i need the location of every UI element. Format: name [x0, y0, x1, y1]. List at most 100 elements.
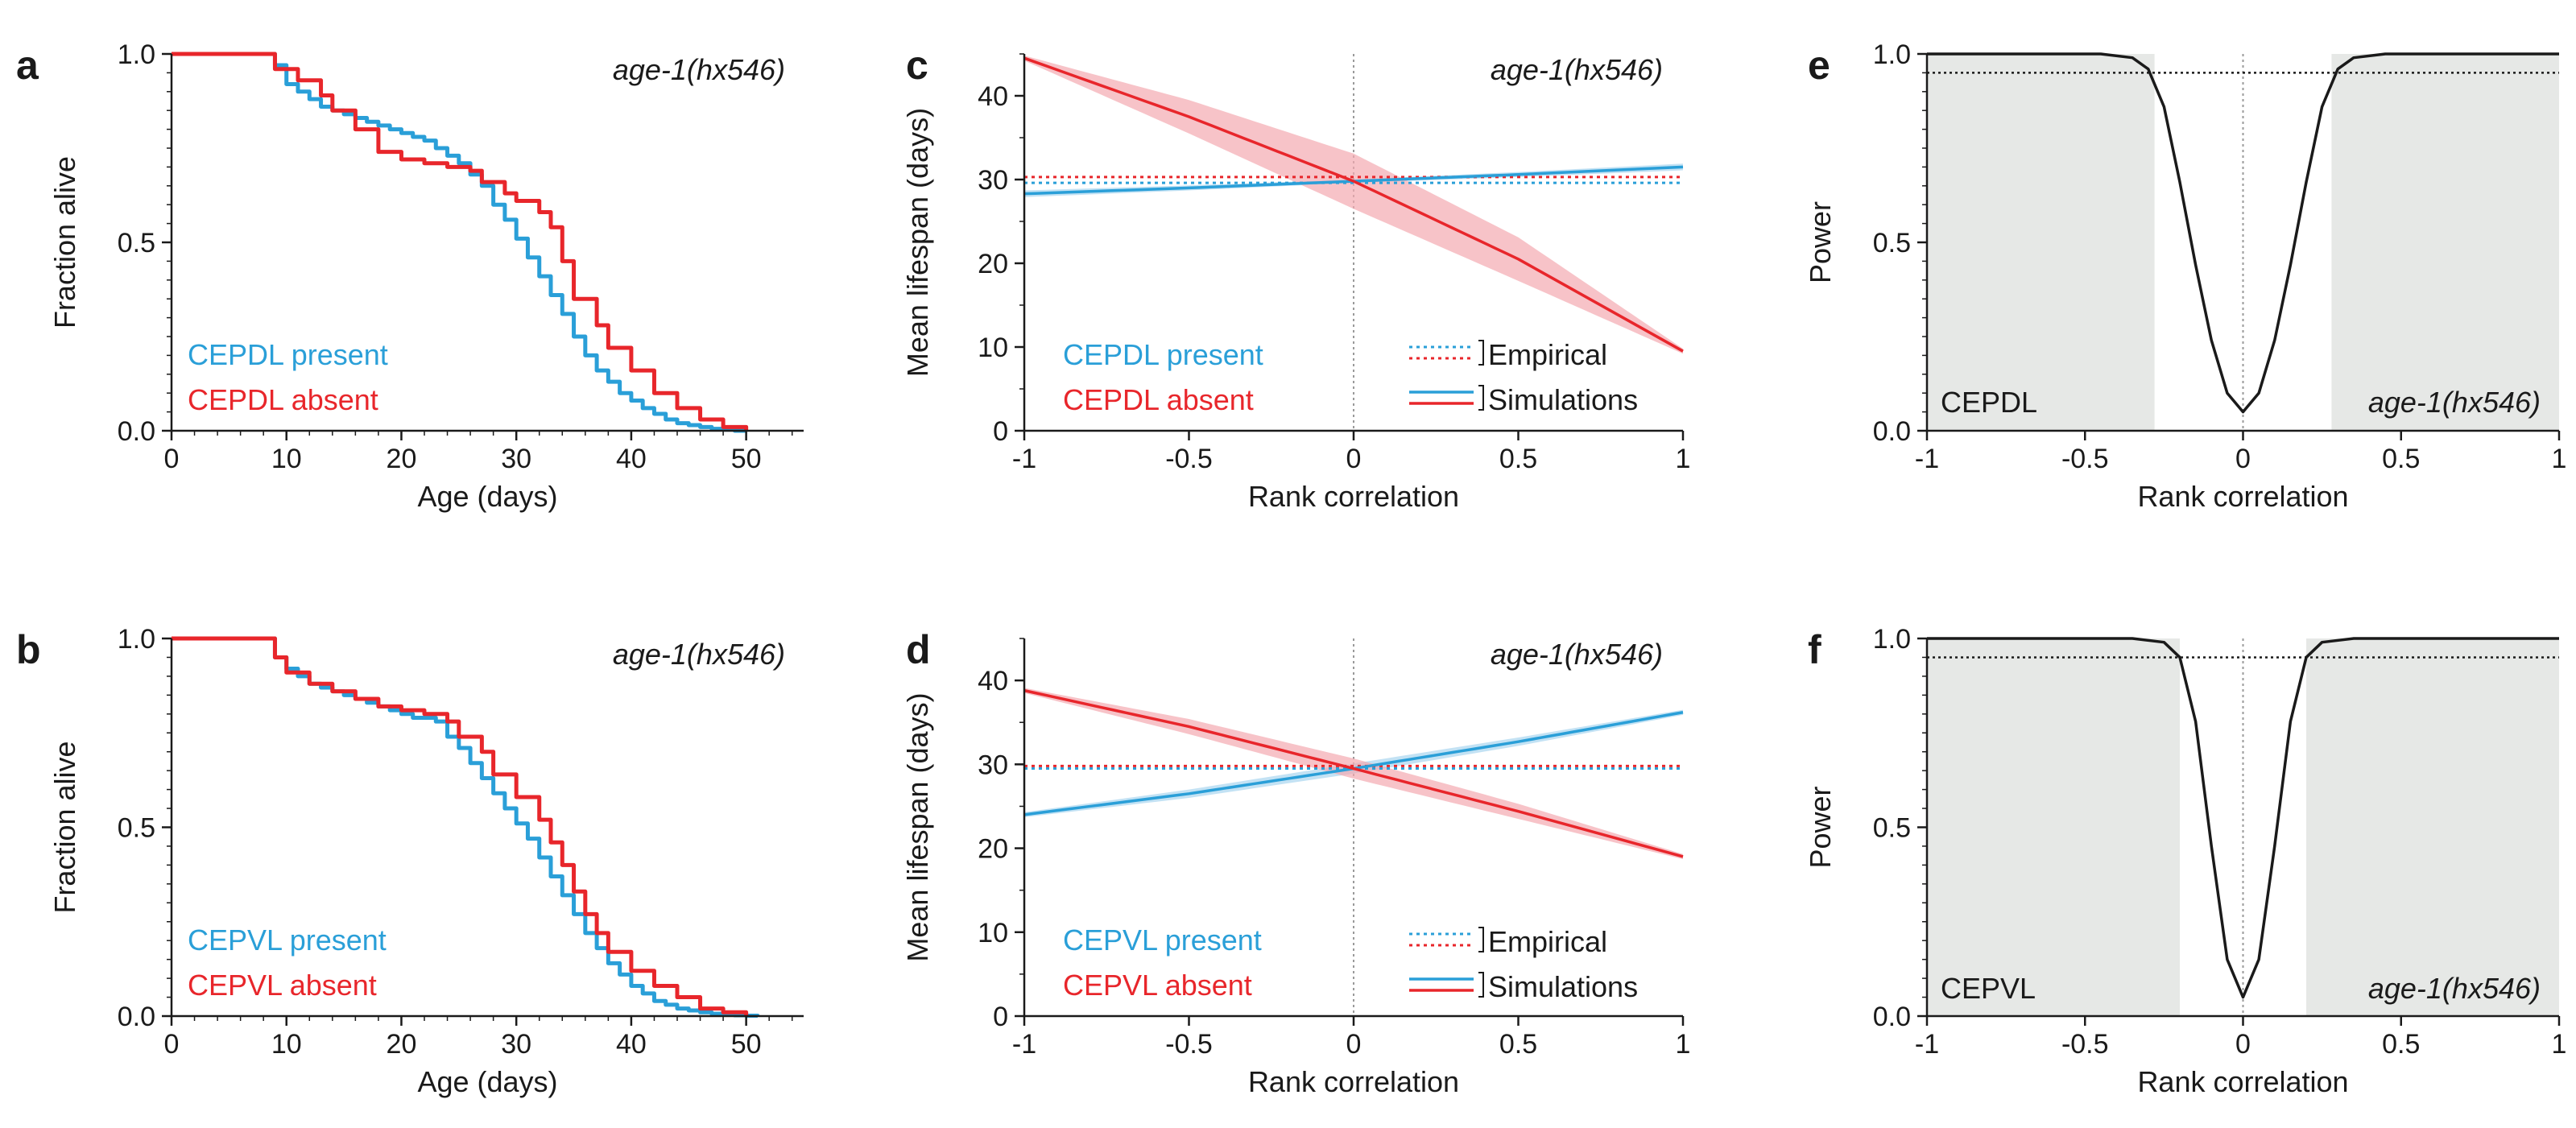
- x-axis-label: Rank correlation: [1248, 480, 1459, 513]
- x-axis-label: Rank correlation: [2137, 1065, 2348, 1098]
- confidence-band: [1024, 688, 1683, 860]
- legend-entry: CEPVL absent: [1063, 969, 1252, 1002]
- series-line-1: [172, 52, 749, 431]
- y-axis-label: Fraction alive: [48, 156, 81, 328]
- x-tick-label: 0.5: [2382, 1029, 2420, 1060]
- series-line-0: [172, 52, 746, 433]
- strain-annotation: age-1(hx546): [2368, 972, 2541, 1005]
- y-tick-label: 10: [978, 918, 1008, 948]
- y-tick-label: 1.0: [118, 624, 155, 655]
- panel-b: b 0 10 20 30 40 50 0.0 0.5 1.0 Age (days) Fraction …: [16, 624, 804, 1098]
- inset-label: CEPVL: [1941, 972, 2036, 1005]
- x-tick-label: -1: [1915, 444, 1939, 474]
- x-tick-label: 50: [731, 1029, 762, 1060]
- x-tick-label: 0.5: [1499, 444, 1537, 474]
- key-bracket: [1478, 927, 1484, 952]
- series-line-1: [1023, 56, 1684, 353]
- y-tick-label: 0.5: [1873, 813, 1911, 844]
- legend-entry: CEPDL present: [188, 338, 388, 371]
- x-tick-label: 20: [387, 1029, 417, 1060]
- x-tick-label: 0: [2235, 1029, 2251, 1060]
- y-tick-label: 30: [978, 165, 1008, 196]
- shaded-region: [1927, 638, 2180, 1016]
- x-tick-label: -0.5: [1165, 1029, 1213, 1060]
- series-line-1: [172, 636, 749, 1016]
- strain-annotation: age-1(hx546): [1491, 638, 1663, 671]
- x-tick-label: -0.5: [2061, 444, 2109, 474]
- strain-annotation: age-1(hx546): [613, 638, 785, 671]
- x-tick-label: 1: [1676, 444, 1691, 474]
- series-line-1: [1023, 688, 1684, 858]
- x-tick-label: 1: [2552, 444, 2567, 474]
- panel-e: e -1 -0.5 0 0.5 1 0.0 0.5 1.0 Rank correlation Pow…: [1804, 39, 2566, 513]
- key-empirical-label: Empirical: [1488, 338, 1607, 371]
- x-tick-label: 0.5: [2382, 444, 2420, 474]
- panel-letter: a: [16, 43, 39, 88]
- y-tick-label: 0.5: [118, 813, 155, 844]
- shaded-region: [2306, 638, 2559, 1016]
- y-tick-label: 1.0: [1873, 624, 1911, 655]
- x-tick-label: 40: [616, 444, 647, 474]
- x-tick-label: -0.5: [1165, 444, 1213, 474]
- x-tick-label: 0: [164, 444, 180, 474]
- panel-a: a 0 10 20 30 40 50 0.0 0.5 1.0 Age (days) Fraction …: [16, 39, 804, 513]
- shaded-region: [1927, 54, 2155, 431]
- strain-annotation: age-1(hx546): [2368, 386, 2541, 419]
- y-tick-label: 0.0: [1873, 416, 1911, 447]
- y-tick-label: 40: [978, 81, 1008, 112]
- x-axis-label: Rank correlation: [1248, 1065, 1459, 1098]
- key-simulations-label: Simulations: [1488, 383, 1638, 416]
- y-tick-label: 1.0: [118, 39, 155, 70]
- x-tick-label: 1: [2552, 1029, 2567, 1060]
- strain-annotation: age-1(hx546): [1491, 53, 1663, 86]
- y-tick-label: 1.0: [1873, 39, 1911, 70]
- y-tick-label: 20: [978, 249, 1008, 279]
- y-axis-label: Fraction alive: [48, 741, 81, 913]
- x-tick-label: 1: [1676, 1029, 1691, 1060]
- y-tick-label: 10: [978, 333, 1008, 363]
- x-axis-label: Rank correlation: [2137, 480, 2348, 513]
- x-tick-label: 30: [501, 1029, 531, 1060]
- x-tick-label: -0.5: [2061, 1029, 2109, 1060]
- x-tick-label: 0: [164, 1029, 180, 1060]
- series-line-0: [1927, 637, 2559, 999]
- key-bracket: [1478, 972, 1484, 998]
- panel-letter: c: [906, 43, 928, 88]
- x-tick-label: -1: [1012, 444, 1036, 474]
- x-tick-label: 30: [501, 444, 531, 474]
- x-tick-label: 0: [1346, 444, 1362, 474]
- y-axis-label: Power: [1804, 201, 1837, 283]
- panel-letter: f: [1808, 627, 1821, 672]
- key-empirical-label: Empirical: [1488, 925, 1607, 958]
- inset-label: CEPDL: [1941, 386, 2037, 419]
- y-axis-label: Mean lifespan (days): [901, 692, 934, 961]
- x-axis-label: Age (days): [417, 1065, 557, 1098]
- x-axis-label: Age (days): [417, 480, 557, 513]
- legend-entry: CEPDL absent: [188, 383, 378, 416]
- panel-f: f -1 -0.5 0 0.5 1 0.0 0.5 1.0 Rank correlation Pow…: [1804, 624, 2566, 1098]
- panel-letter: d: [906, 627, 931, 672]
- panel-letter: e: [1808, 43, 1830, 88]
- x-tick-label: 10: [271, 1029, 302, 1060]
- shaded-region: [2331, 54, 2559, 431]
- y-tick-label: 20: [978, 834, 1008, 865]
- y-tick-label: 0: [993, 1002, 1008, 1032]
- series-line-0: [172, 636, 760, 1019]
- legend-entry: CEPDL present: [1063, 338, 1263, 371]
- y-tick-label: 0.0: [1873, 1002, 1911, 1032]
- key-bracket: [1478, 340, 1484, 366]
- x-tick-label: 0.5: [1499, 1029, 1537, 1060]
- y-tick-label: 40: [978, 666, 1008, 696]
- x-tick-label: 50: [731, 444, 762, 474]
- confidence-band: [1024, 56, 1683, 354]
- y-tick-label: 0.0: [118, 416, 155, 447]
- x-tick-label: 0: [1346, 1029, 1362, 1060]
- x-tick-label: 0: [2235, 444, 2251, 474]
- x-tick-label: -1: [1012, 1029, 1036, 1060]
- y-tick-label: 0.5: [118, 228, 155, 258]
- x-tick-label: 40: [616, 1029, 647, 1060]
- y-tick-label: 0.0: [118, 1002, 155, 1032]
